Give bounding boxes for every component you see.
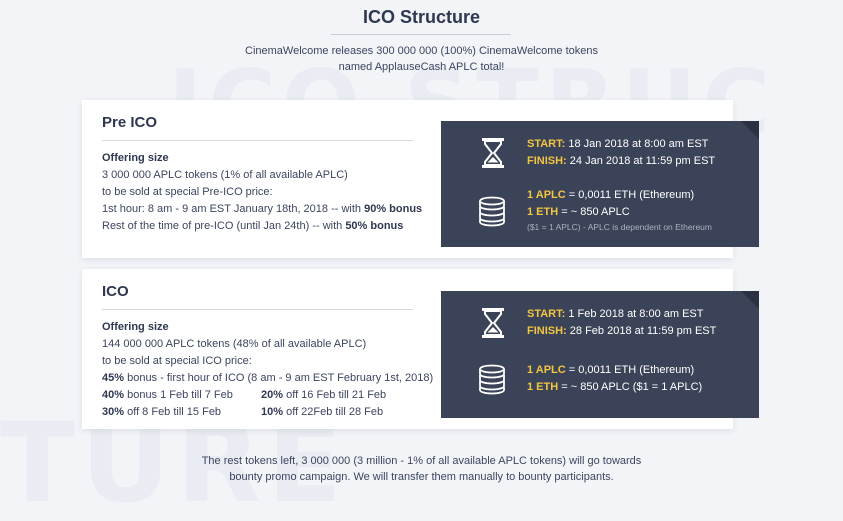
ico-offering: Offering size 144 000 000 APLC tokens (4… — [102, 319, 442, 421]
hourglass-icon — [482, 308, 504, 338]
ico-rate-eth-label: 1 ETH — [527, 381, 559, 393]
ico-offering-label: Offering size — [102, 321, 169, 333]
pre-ico-start-value: 18 Jan 2018 at 8:00 am EST — [565, 138, 709, 150]
ico-bonus-20-pct: 20% — [261, 389, 284, 401]
ico-bonus-45: 45% — [102, 372, 125, 384]
ico-finish-label: FINISH: — [527, 325, 567, 337]
pre-ico-rate-eth-label: 1 ETH — [527, 206, 559, 218]
pre-ico-finish-value: 24 Jan 2018 at 11:59 pm EST — [566, 155, 716, 167]
intro-line-2: named ApplauseCash APLC total! — [338, 61, 505, 73]
ico-rate-aplc-value: = 0,0011 ETH (Ethereum) — [565, 364, 695, 376]
ico-bonus-30-pct: 30% — [102, 406, 125, 418]
pre-ico-finish-label: FINISH: — [527, 155, 567, 167]
ico-rate-eth: 1 ETH = ~ 850 APLC ($1 = 1 APLC) — [527, 379, 702, 396]
ico-bonus-10-text: off 22Feb till 28 Feb — [283, 406, 384, 418]
pre-ico-bonus-90: 90% bonus — [364, 203, 423, 215]
ico-bonus-20-text: off 16 Feb till 21 Feb — [283, 389, 387, 401]
ico-bonus-10-pct: 10% — [261, 406, 284, 418]
pre-ico-line-1: 3 000 000 APLC tokens (1% of all availab… — [102, 169, 348, 181]
intro-line-1: CinemaWelcome releases 300 000 000 (100%… — [245, 45, 598, 57]
ico-bonus-row-2: 30% off 8 Feb till 15 Feb 10% off 22Feb … — [102, 404, 442, 421]
ico-bonus-30: 30% off 8 Feb till 15 Feb — [102, 404, 261, 421]
ico-bonus-40-pct: 40% — [102, 389, 125, 401]
ico-finish: FINISH: 28 Feb 2018 at 11:59 pm EST — [527, 323, 716, 340]
title-divider — [331, 34, 511, 35]
pre-ico-bonus-50: 50% bonus — [345, 220, 404, 232]
ico-finish-value: 28 Feb 2018 at 11:59 pm EST — [566, 325, 717, 337]
coins-stack-icon — [479, 364, 505, 395]
pre-ico-line-4-text: Rest of the time of pre-ICO (until Jan 2… — [102, 220, 346, 232]
pre-ico-rate-aplc-value: = 0,0011 ETH (Ethereum) — [565, 189, 695, 201]
pre-ico-line-4: Rest of the time of pre-ICO (until Jan 2… — [102, 218, 442, 235]
pre-ico-start-label: START: — [527, 138, 566, 150]
pre-ico-dates: START: 18 Jan 2018 at 8:00 am EST FINISH… — [475, 135, 715, 171]
ico-rate-aplc-label: 1 APLC — [527, 364, 566, 376]
ico-start: START: 1 Feb 2018 at 8:00 am EST — [527, 306, 716, 323]
pre-ico-rate-note: ($1 = 1 APLC) - APLC is dependent on Eth… — [527, 222, 712, 232]
ico-rate-eth-value: = ~ 850 APLC ($1 = 1 APLC) — [558, 381, 703, 393]
pre-ico-start: START: 18 Jan 2018 at 8:00 am EST — [527, 136, 715, 153]
ico-divider — [102, 309, 413, 310]
footer-line-1: The rest tokens left, 3 000 000 (3 milli… — [201, 455, 642, 467]
intro-text: CinemaWelcome releases 300 000 000 (100%… — [0, 43, 843, 75]
pre-ico-line-3-text: 1st hour: 8 am - 9 am EST January 18th, … — [102, 203, 365, 215]
ico-start-label: START: — [527, 308, 566, 320]
ico-line-3: 45% bonus - first hour of ICO (8 am - 9 … — [102, 370, 442, 387]
ico-line-2: to be sold at special ICO price: — [102, 355, 252, 367]
page-title: ICO Structure — [362, 7, 481, 27]
ico-bonus-40: 40% bonus 1 Feb till 7 Feb — [102, 387, 261, 404]
ico-line-3-text: bonus - first hour of ICO (8 am - 9 am E… — [124, 372, 434, 384]
pre-ico-title: Pre ICO — [102, 114, 158, 131]
ico-rate-aplc: 1 APLC = 0,0011 ETH (Ethereum) — [527, 362, 702, 379]
ico-bonus-row-1: 40% bonus 1 Feb till 7 Feb 20% off 16 Fe… — [102, 387, 442, 404]
ico-line-1: 144 000 000 APLC tokens (48% of all avai… — [102, 338, 367, 350]
pre-ico-rate-eth: 1 ETH = ~ 850 APLC — [527, 204, 712, 221]
pre-ico-info-panel: START: 18 Jan 2018 at 8:00 am EST FINISH… — [441, 121, 759, 247]
pre-ico-offering: Offering size 3 000 000 APLC tokens (1% … — [102, 150, 442, 235]
ico-start-value: 1 Feb 2018 at 8:00 am EST — [565, 308, 704, 320]
hourglass-icon — [482, 138, 504, 168]
pre-ico-offering-label: Offering size — [102, 152, 169, 164]
ico-title: ICO — [102, 283, 129, 300]
footer-line-2: bounty promo campaign. We will transfer … — [229, 471, 614, 483]
ico-bonus-40-text: bonus 1 Feb till 7 Feb — [124, 389, 233, 401]
pre-ico-rate-eth-value: = ~ 850 APLC — [558, 206, 630, 218]
coins-stack-icon — [479, 196, 505, 226]
ico-bonus-10: 10% off 22Feb till 28 Feb — [261, 404, 383, 421]
pre-ico-rates: 1 APLC = 0,0011 ETH (Ethereum) 1 ETH = ~… — [475, 187, 712, 234]
ico-bonus-20: 20% off 16 Feb till 21 Feb — [261, 387, 386, 404]
footer-text: The rest tokens left, 3 000 000 (3 milli… — [0, 453, 843, 485]
ico-rates: 1 APLC = 0,0011 ETH (Ethereum) 1 ETH = ~… — [475, 361, 702, 397]
ico-dates: START: 1 Feb 2018 at 8:00 am EST FINISH:… — [475, 305, 716, 341]
pre-ico-rate-aplc: 1 APLC = 0,0011 ETH (Ethereum) — [527, 187, 712, 204]
pre-ico-line-3: 1st hour: 8 am - 9 am EST January 18th, … — [102, 201, 442, 218]
pre-ico-finish: FINISH: 24 Jan 2018 at 11:59 pm EST — [527, 153, 715, 170]
pre-ico-rate-aplc-label: 1 APLC — [527, 189, 566, 201]
ico-bonus-30-text: off 8 Feb till 15 Feb — [124, 406, 222, 418]
pre-ico-line-2: to be sold at special Pre-ICO price: — [102, 186, 273, 198]
pre-ico-divider — [102, 140, 413, 141]
ico-info-panel: START: 1 Feb 2018 at 8:00 am EST FINISH:… — [441, 291, 759, 418]
